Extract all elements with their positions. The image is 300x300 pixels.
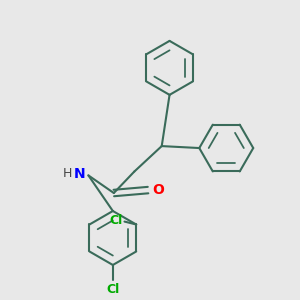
Text: Cl: Cl [106,283,119,296]
Text: H: H [63,167,72,180]
Text: O: O [152,183,164,197]
Text: N: N [74,167,85,181]
Text: Cl: Cl [110,214,123,227]
